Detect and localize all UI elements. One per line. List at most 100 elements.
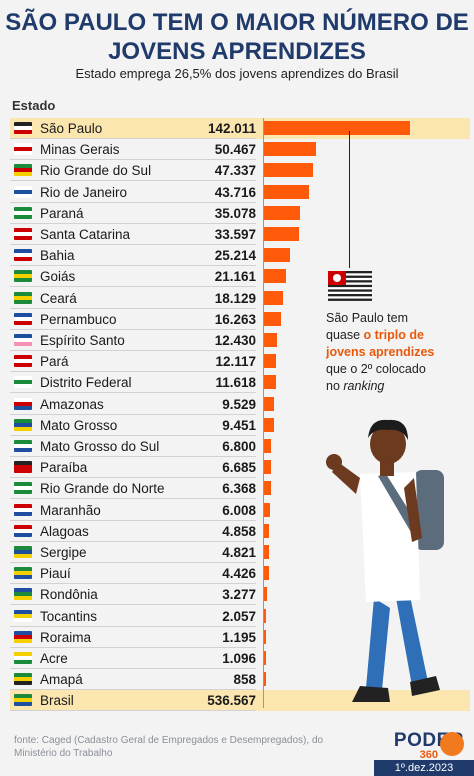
bar <box>264 396 274 411</box>
bar <box>264 629 266 644</box>
category-label: Pernambuco <box>40 311 117 327</box>
row-separator <box>10 498 256 500</box>
category-label: São Paulo <box>40 121 103 136</box>
category-label: Distrito Federal <box>40 375 132 391</box>
row-separator <box>10 668 256 669</box>
category-label: Minas Gerais <box>40 142 120 158</box>
state-flag-icon <box>14 418 32 431</box>
value-label: 2.057 <box>222 608 256 624</box>
brand-mark-icon <box>440 732 464 756</box>
bar <box>264 142 316 157</box>
brand-logo: PODER 360 <box>364 730 464 761</box>
bar <box>264 311 281 326</box>
state-flag-icon <box>14 291 32 304</box>
state-flag-icon <box>14 376 32 389</box>
bar-row: Ceará 18.129 <box>10 288 470 309</box>
value-label: 21.161 <box>214 269 256 285</box>
source-footnote: fonte: Caged (Cadastro Geral de Empregad… <box>14 735 324 759</box>
category-label: Santa Catarina <box>40 227 131 242</box>
bar-row: Rio Grande do Norte 6.368 <box>10 478 470 500</box>
category-label: Roraima <box>40 629 92 645</box>
brand-number: 360 <box>419 749 438 761</box>
value-label: 6.368 <box>222 481 256 497</box>
bar-row: Amapá 858 <box>10 669 470 691</box>
bar <box>264 481 271 496</box>
row-separator <box>10 604 256 606</box>
category-label: Amazonas <box>40 396 104 412</box>
state-flag-icon <box>14 567 32 580</box>
state-flag-icon <box>14 206 32 219</box>
sao-paulo-flag-icon <box>328 271 372 301</box>
value-label: 12.117 <box>215 354 256 370</box>
bar-row: Mato Grosso do Sul 6.800 <box>10 436 470 457</box>
bar <box>264 608 267 623</box>
row-separator <box>10 138 256 139</box>
bar <box>264 460 271 475</box>
bar-row: Santa Catarina 33.597 <box>10 224 470 245</box>
row-separator <box>10 413 256 415</box>
row-separator <box>10 328 256 330</box>
category-label: Rio Grande do Norte <box>40 481 165 497</box>
annotation-text: São Paulo tem quase o triplo de jovens a… <box>326 311 435 393</box>
row-separator <box>10 307 256 309</box>
bar-row: Amazonas 9.529 <box>10 394 470 415</box>
state-flag-icon <box>14 164 32 177</box>
bar-row: Roraima 1.195 <box>10 627 470 648</box>
state-flag-icon <box>14 249 32 262</box>
bar <box>264 417 274 432</box>
state-flag-icon <box>14 355 32 368</box>
value-label: 4.858 <box>222 523 256 539</box>
bar-row: Mato Grosso 9.451 <box>10 415 470 436</box>
young-apprentice-illustration <box>326 419 444 702</box>
row-separator <box>10 392 256 394</box>
value-label: 6.008 <box>222 502 256 518</box>
value-label: 4.821 <box>222 545 256 560</box>
bar-row: Espírito Santo 12.430 <box>10 330 470 351</box>
state-flag-icon <box>14 312 32 325</box>
state-flag-icon <box>14 270 32 283</box>
value-label: 6.800 <box>222 439 256 454</box>
row-separator <box>10 222 256 224</box>
row-separator <box>10 371 256 373</box>
category-label: Alagoas <box>40 523 89 539</box>
bar <box>264 587 268 602</box>
category-label: Pará <box>40 354 69 370</box>
row-separator <box>10 477 256 479</box>
row-separator <box>10 519 256 521</box>
state-flag-icon <box>14 588 32 601</box>
bar <box>264 333 277 347</box>
row-separator <box>10 689 256 691</box>
row-separator <box>10 159 256 161</box>
state-flag-icon <box>14 122 32 134</box>
category-label: Sergipe <box>40 545 87 560</box>
row-separator <box>10 286 256 288</box>
category-label: Goiás <box>40 269 76 285</box>
bar-row: Paraná 35.078 <box>10 203 470 224</box>
state-flag-icon <box>14 652 32 664</box>
bar-row: Bahia 25.214 <box>10 245 470 267</box>
category-label: Espírito Santo <box>40 333 125 348</box>
state-flag-icon <box>14 143 32 156</box>
category-label: Rio de Janeiro <box>40 184 128 200</box>
value-label: 6.685 <box>222 460 256 476</box>
row-separator <box>10 583 256 585</box>
value-label: 18.129 <box>214 290 256 306</box>
chart-title: SÃO PAULO TEM O MAIOR NÚMERO DE JOVENS A… <box>5 9 469 65</box>
value-label: 25.214 <box>214 248 256 264</box>
state-flag-icon <box>14 482 32 495</box>
bar-row: Paraíba 6.685 <box>10 457 470 479</box>
bar <box>264 290 283 305</box>
category-label: Rio Grande do Sul <box>40 163 152 179</box>
state-flag-icon <box>14 630 32 643</box>
bar-row: Pernambuco 16.263 <box>10 309 470 330</box>
state-flag-icon <box>14 397 32 410</box>
value-label: 142.011 <box>207 121 256 136</box>
category-label: Amapá <box>40 672 83 688</box>
bar-row: Pará 12.117 <box>10 351 470 373</box>
row-separator <box>10 201 256 203</box>
category-label: Maranhão <box>40 502 101 518</box>
bar-row: Piauí 4.426 <box>10 563 470 585</box>
value-label: 35.078 <box>214 205 256 221</box>
state-flag-icon <box>14 185 32 198</box>
category-label: Brasil <box>40 693 74 709</box>
